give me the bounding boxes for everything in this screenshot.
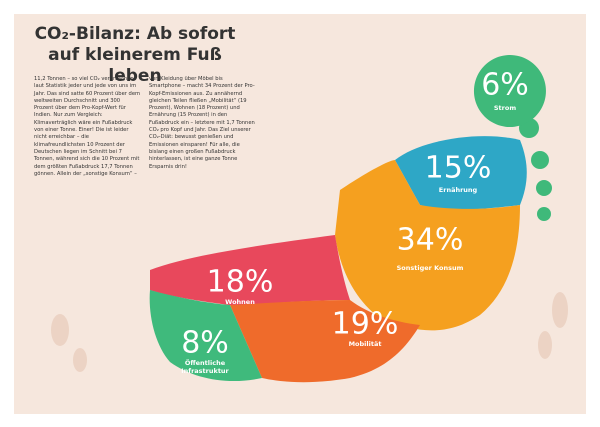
- footprint-segment: [473, 55, 546, 127]
- category-label: Sonstiger Konsum: [396, 264, 464, 272]
- footprint-segment: [150, 235, 350, 305]
- value-label: 18%: [206, 264, 274, 300]
- category-label: Wohnen: [225, 298, 255, 306]
- value-label: 19%: [331, 306, 399, 342]
- footprint-segment: [335, 160, 520, 331]
- footprint-segment: [395, 136, 527, 210]
- category-label: Öffentliche Infrastruktur: [181, 359, 229, 375]
- value-label: 8%: [181, 325, 229, 361]
- value-label: 34%: [396, 222, 464, 258]
- footprint-segment: [230, 300, 420, 383]
- category-label: Strom: [493, 104, 517, 112]
- body-text: 11,2 Tonnen – so viel CO₂ verursachen la…: [34, 76, 255, 177]
- category-label: Ernährung: [438, 186, 478, 194]
- title: CO₂-Bilanz: Ab sofort auf kleinerem Fuß …: [34, 24, 236, 86]
- category-label: Mobilität: [348, 340, 382, 348]
- faded-footprints: [51, 292, 568, 372]
- footprint-segment: [149, 290, 262, 382]
- value-label: 6%: [481, 67, 529, 103]
- value-label: 15%: [424, 150, 492, 186]
